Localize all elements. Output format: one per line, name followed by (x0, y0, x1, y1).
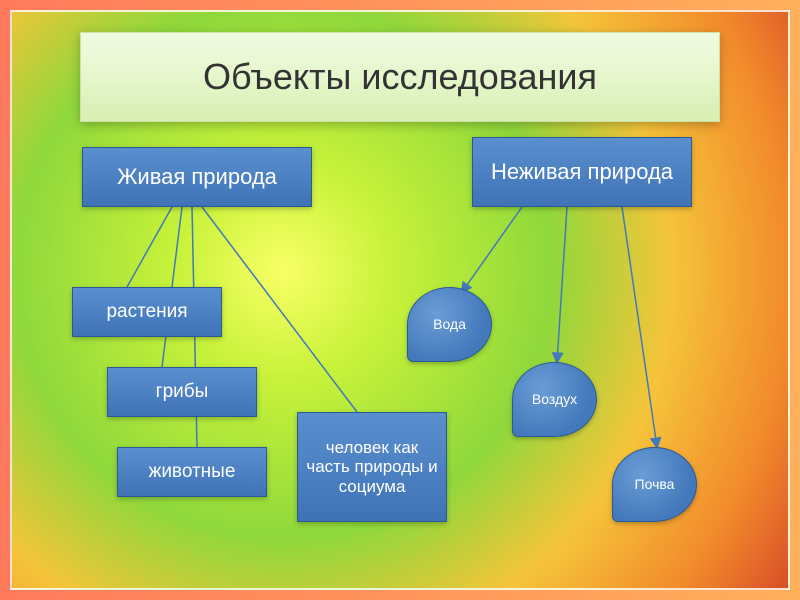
outer-frame: Объекты исследования Живая природа Нежива… (0, 0, 800, 600)
node-air: Воздух (512, 362, 597, 437)
edge-nonliving-air (557, 207, 567, 362)
node-fungi: грибы (107, 367, 257, 417)
edge-living-plants (127, 207, 172, 287)
title-card: Объекты исследования (80, 32, 720, 122)
node-nonliving: Неживая природа (472, 137, 692, 207)
node-animals: животные (117, 447, 267, 497)
node-plants: растения (72, 287, 222, 337)
node-human: человек как часть природы и социума (297, 412, 447, 522)
node-soil: Почва (612, 447, 697, 522)
node-living: Живая природа (82, 147, 312, 207)
slide-canvas: Объекты исследования Живая природа Нежива… (10, 10, 790, 590)
edge-nonliving-water (462, 207, 522, 292)
slide-title: Объекты исследования (203, 56, 597, 98)
node-water: Вода (407, 287, 492, 362)
edge-nonliving-soil (622, 207, 657, 447)
